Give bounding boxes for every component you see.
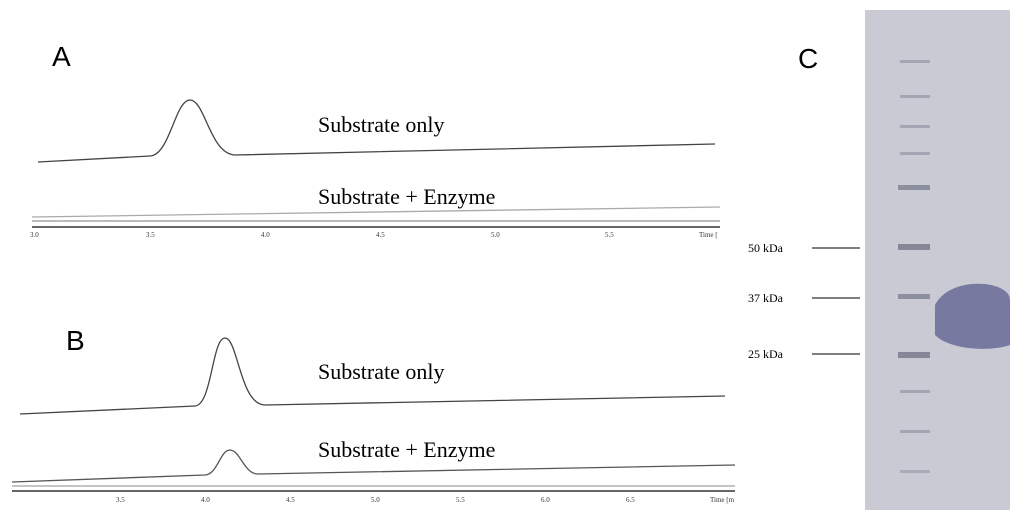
tick-label: 5.0 — [371, 496, 380, 504]
trace-label: Substrate only — [318, 359, 445, 384]
axis-ticks: 3.5 4.0 4.5 5.0 5.5 6.0 6.5 Time [m — [116, 496, 735, 504]
tick-label: 4.0 — [261, 231, 270, 239]
tick-label: 5.5 — [605, 231, 614, 239]
tick-label: 3.5 — [116, 496, 125, 504]
marker-label: 50 kDa — [748, 241, 784, 255]
tick-label: 4.0 — [201, 496, 210, 504]
panel-label: C — [798, 43, 818, 74]
trace-label: Substrate + Enzyme — [318, 437, 495, 462]
tick-label: 6.5 — [626, 496, 635, 504]
tick-label: Time [ — [699, 231, 718, 239]
protein-band — [935, 284, 1010, 349]
tick-label: 4.5 — [376, 231, 385, 239]
tick-label: 4.5 — [286, 496, 295, 504]
tick-label: 3.0 — [30, 231, 39, 239]
axis-ticks: 3.0 3.5 4.0 4.5 5.0 5.5 Time [ — [30, 231, 718, 239]
tick-label: 5.0 — [491, 231, 500, 239]
figure: A Substrate only Substrate + Enzyme 3.0 … — [0, 0, 1010, 510]
tick-label: 3.5 — [146, 231, 155, 239]
panel-label: B — [66, 325, 85, 356]
gel — [865, 10, 1010, 510]
tick-label: 6.0 — [541, 496, 550, 504]
tick-label: 5.5 — [456, 496, 465, 504]
marker-label: 25 kDa — [748, 347, 784, 361]
trace-label: Substrate only — [318, 112, 445, 137]
panel-label: A — [52, 41, 71, 72]
trace-label: Substrate + Enzyme — [318, 184, 495, 209]
tick-label: Time [m — [710, 496, 735, 504]
marker-label: 37 kDa — [748, 291, 784, 305]
